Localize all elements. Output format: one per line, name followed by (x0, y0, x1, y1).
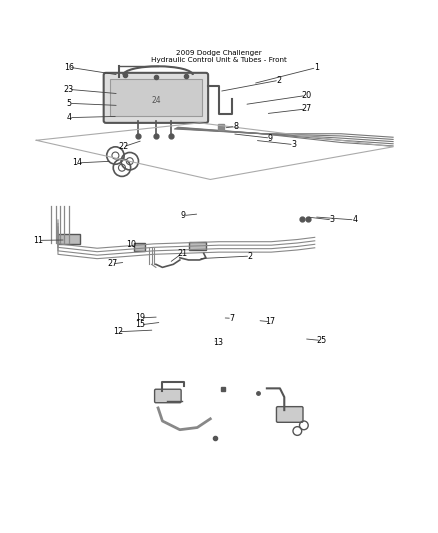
Text: 4: 4 (66, 113, 71, 122)
Text: 20: 20 (301, 91, 311, 100)
Text: 27: 27 (107, 260, 117, 269)
Text: 16: 16 (64, 63, 74, 71)
Text: 21: 21 (177, 249, 187, 258)
Text: 14: 14 (73, 158, 82, 167)
Bar (58, 234, 80, 244)
Text: 3: 3 (330, 215, 335, 224)
Bar (110, 79, 201, 116)
Text: 12: 12 (113, 327, 123, 336)
Text: 11: 11 (33, 236, 43, 245)
Text: 13: 13 (213, 338, 223, 347)
FancyBboxPatch shape (276, 407, 303, 422)
Text: 19: 19 (136, 313, 146, 322)
Text: 22: 22 (118, 142, 128, 151)
FancyBboxPatch shape (155, 389, 181, 403)
Bar (134, 244, 145, 251)
Text: 9: 9 (181, 211, 186, 220)
Text: 8: 8 (233, 122, 238, 131)
Text: 5: 5 (66, 99, 71, 108)
Text: 9: 9 (268, 134, 273, 143)
Text: 2: 2 (276, 76, 282, 85)
Text: 10: 10 (126, 240, 136, 249)
Text: 27: 27 (301, 104, 311, 114)
Bar (188, 241, 206, 251)
Text: 1: 1 (314, 63, 319, 72)
Text: 24: 24 (151, 96, 161, 105)
Text: 7: 7 (230, 314, 235, 323)
Text: 3: 3 (291, 140, 297, 149)
Text: 2009 Dodge Challenger
Hydraulic Control Unit & Tubes - Front: 2009 Dodge Challenger Hydraulic Control … (151, 50, 287, 63)
Text: 25: 25 (316, 336, 326, 345)
Text: 4: 4 (352, 215, 357, 224)
Text: 17: 17 (265, 317, 276, 326)
Text: 2: 2 (248, 252, 253, 261)
FancyBboxPatch shape (104, 73, 208, 123)
Text: 15: 15 (136, 320, 146, 329)
Text: 23: 23 (64, 85, 74, 94)
